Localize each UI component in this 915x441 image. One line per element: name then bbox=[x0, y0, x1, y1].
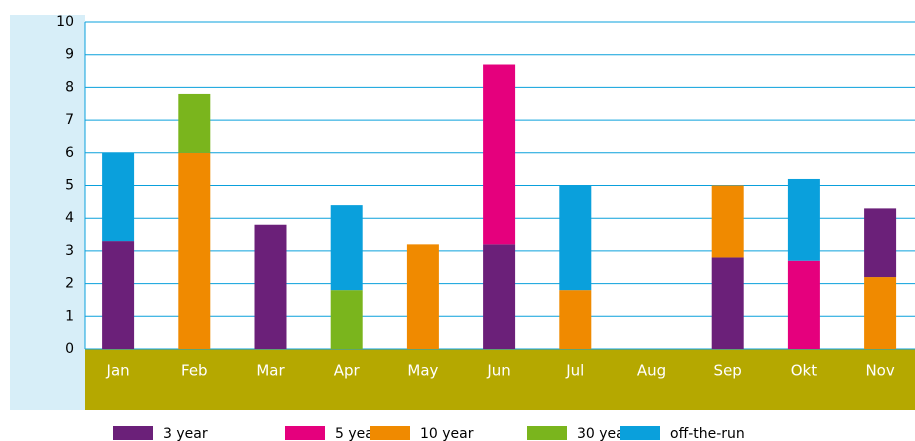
bar-segment bbox=[711, 185, 744, 258]
bar-segment bbox=[787, 260, 820, 349]
y-tick-label: 4 bbox=[65, 210, 74, 226]
category-band bbox=[85, 349, 915, 410]
legend-label: 3 year bbox=[163, 426, 208, 441]
legend-label: 10 year bbox=[420, 426, 474, 441]
y-tick-label: 10 bbox=[56, 14, 74, 30]
bar-segment bbox=[330, 290, 363, 349]
x-tick-label: Aug bbox=[637, 362, 666, 380]
bar-segment bbox=[102, 241, 135, 349]
x-tick-label: Apr bbox=[334, 362, 361, 380]
legend-swatch bbox=[620, 426, 660, 440]
legend-swatch bbox=[285, 426, 325, 440]
y-tick-label: 1 bbox=[65, 308, 74, 324]
y-tick-label: 5 bbox=[65, 178, 74, 194]
bar-segment bbox=[559, 185, 592, 291]
x-tick-label: May bbox=[407, 362, 438, 380]
y-tick-label: 7 bbox=[65, 112, 74, 128]
bar-segment bbox=[559, 290, 592, 349]
y-tick-label: 0 bbox=[65, 341, 74, 357]
bar-segment bbox=[178, 93, 211, 153]
x-tick-label: Nov bbox=[865, 362, 894, 380]
x-tick-label: Jul bbox=[565, 362, 584, 380]
axis-panel bbox=[10, 15, 85, 410]
legend-swatch bbox=[370, 426, 410, 440]
y-tick-label: 8 bbox=[65, 79, 74, 95]
bar-segment bbox=[864, 208, 897, 278]
legend-swatch bbox=[113, 426, 153, 440]
bar-segment bbox=[178, 152, 211, 349]
bar-segment bbox=[864, 277, 897, 349]
legend-label: 30 year bbox=[577, 426, 631, 441]
bar-segment bbox=[787, 178, 820, 261]
bar-segment bbox=[483, 244, 516, 349]
legend-label: 5 year bbox=[335, 426, 380, 441]
bar-segment bbox=[330, 205, 363, 291]
x-tick-label: Jun bbox=[486, 362, 510, 380]
x-tick-label: Sep bbox=[714, 362, 742, 380]
y-tick-label: 3 bbox=[65, 243, 74, 259]
x-tick-label: Feb bbox=[181, 362, 208, 380]
y-tick-label: 2 bbox=[65, 276, 74, 292]
legend-label: off-the-run bbox=[670, 426, 745, 441]
bar-segment bbox=[406, 244, 439, 349]
bar-segment bbox=[102, 152, 135, 242]
y-tick-label: 9 bbox=[65, 47, 74, 63]
bar-segment bbox=[483, 64, 516, 245]
legend-swatch bbox=[527, 426, 567, 440]
x-tick-label: Okt bbox=[791, 362, 817, 380]
x-tick-label: Mar bbox=[256, 362, 285, 380]
x-tick-label: Jan bbox=[106, 362, 130, 380]
y-tick-label: 6 bbox=[65, 145, 74, 161]
bar-segment bbox=[254, 224, 287, 349]
bar-segment bbox=[711, 257, 744, 349]
